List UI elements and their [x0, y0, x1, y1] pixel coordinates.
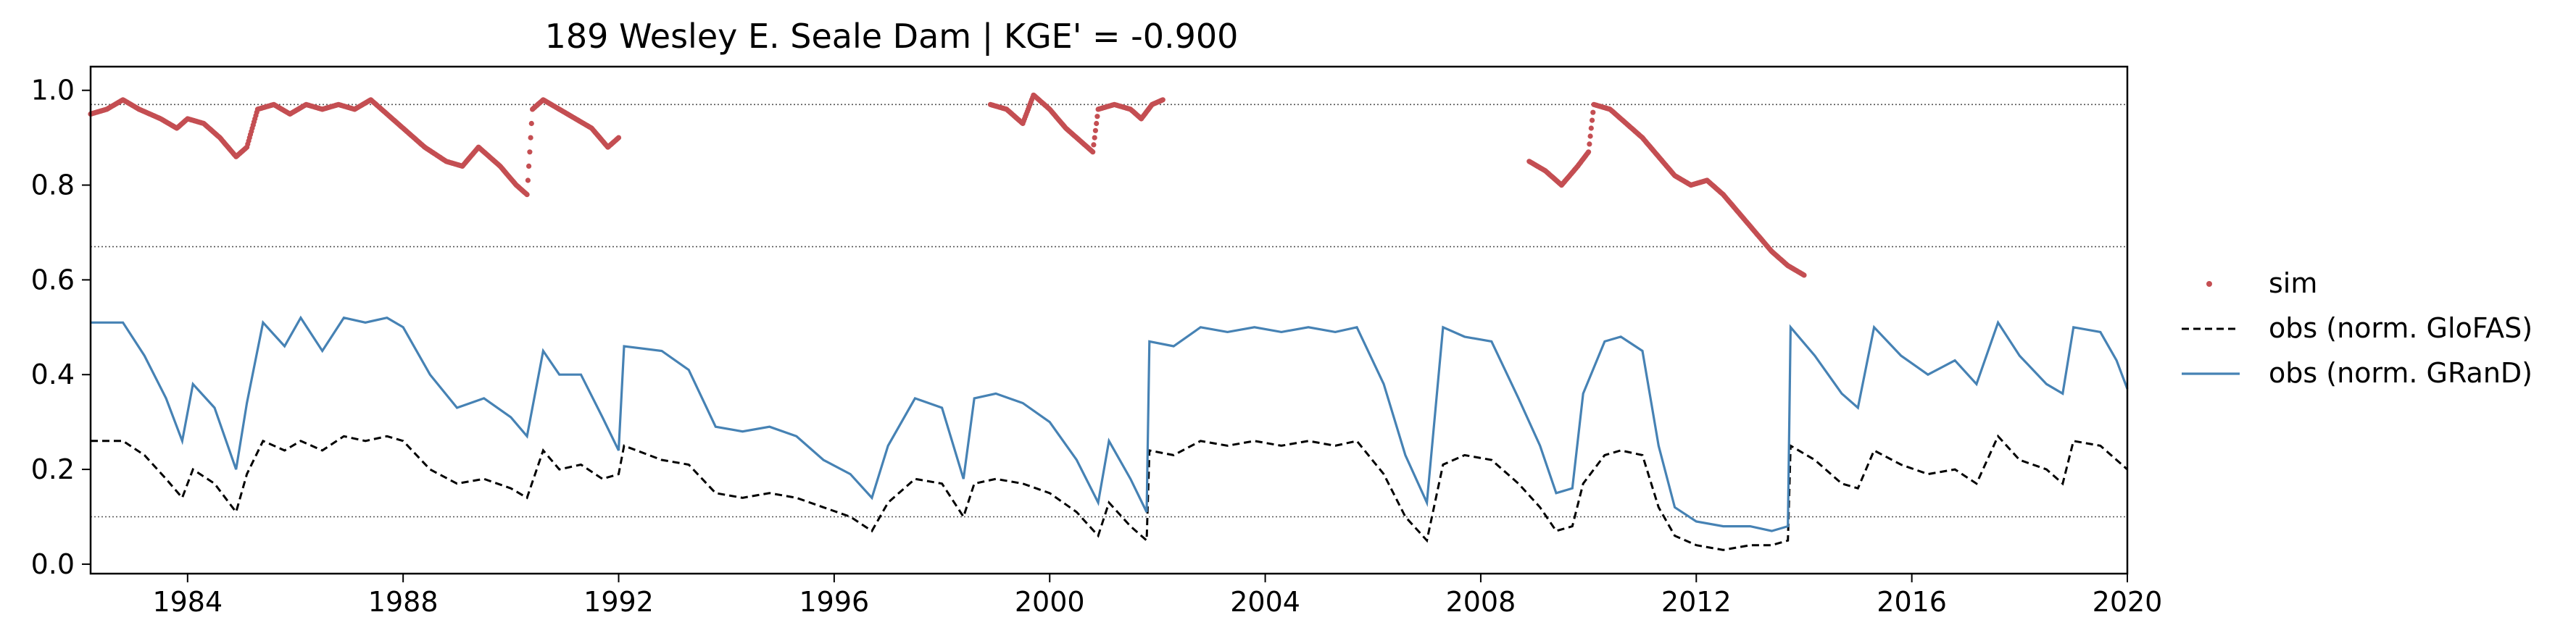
legend-label-grand: obs (norm. GRanD): [2269, 357, 2533, 389]
x-tick-label: 2000: [1015, 586, 1085, 618]
sim-point: [525, 177, 531, 183]
glofas-line: [91, 434, 2128, 551]
sim-point: [1588, 125, 1594, 131]
sim-point: [1092, 127, 1098, 133]
x-tick-label: 2008: [1446, 586, 1516, 618]
sim-point: [1160, 97, 1166, 103]
series-sim: [88, 92, 1807, 278]
plot-frame: [89, 65, 2129, 575]
y-tick-label: 0.2: [31, 453, 75, 485]
chart-title: 189 Wesley E. Seale Dam | KGE' = -0.900: [545, 17, 1239, 56]
legend-item-glofas: obs (norm. GloFAS): [2182, 312, 2533, 344]
sim-point: [615, 135, 622, 141]
sim-point: [526, 163, 532, 169]
y-tick-label: 0.8: [31, 169, 75, 201]
x-tick-label: 2016: [1877, 586, 1947, 618]
x-axis: 1984 1988 1992 1996 2000 2004 2008 2012 2016 2020: [152, 574, 2162, 618]
sim-point: [527, 149, 533, 155]
legend-item-grand: obs (norm. GRanD): [2182, 357, 2533, 389]
legend-item-sim: sim: [2206, 267, 2317, 299]
sim-point: [1587, 133, 1593, 139]
x-tick-label: 1984: [152, 586, 223, 618]
sim-point: [1801, 272, 1807, 278]
legend: sim obs (norm. GloFAS) obs (norm. GRanD): [2182, 267, 2533, 389]
sim-point: [1590, 109, 1596, 115]
sim-point: [1092, 135, 1097, 141]
y-axis: 0.0 0.2 0.4 0.6 0.8 1.0: [31, 75, 91, 580]
y-tick-label: 0.4: [31, 359, 75, 390]
y-tick-label: 0.6: [31, 264, 75, 296]
y-tick-label: 0.0: [31, 548, 75, 580]
sim-point: [1094, 120, 1100, 127]
sim-point: [1090, 149, 1096, 155]
x-tick-label: 2020: [2093, 586, 2163, 618]
legend-label-glofas: obs (norm. GloFAS): [2269, 312, 2533, 344]
legend-marker-sim: [2206, 281, 2212, 287]
sim-point: [1587, 141, 1592, 147]
x-tick-label: 2004: [1230, 586, 1300, 618]
sim-point: [1590, 117, 1595, 123]
x-tick-label: 1996: [799, 586, 870, 618]
series-obs-glofas: [91, 434, 2128, 551]
x-tick-label: 1992: [583, 586, 654, 618]
sim-point: [1091, 142, 1097, 148]
x-tick-label: 2012: [1661, 586, 1732, 618]
sim-point: [524, 192, 530, 198]
x-tick-label: 1988: [368, 586, 439, 618]
sim-point: [1586, 149, 1592, 155]
series-obs-grand: [91, 315, 2129, 532]
sim-point: [528, 135, 533, 141]
grand-line: [91, 315, 2129, 532]
legend-label-sim: sim: [2269, 267, 2317, 299]
sim-point: [528, 120, 534, 127]
y-tick-label: 1.0: [31, 75, 75, 106]
sim-point: [1094, 114, 1100, 120]
